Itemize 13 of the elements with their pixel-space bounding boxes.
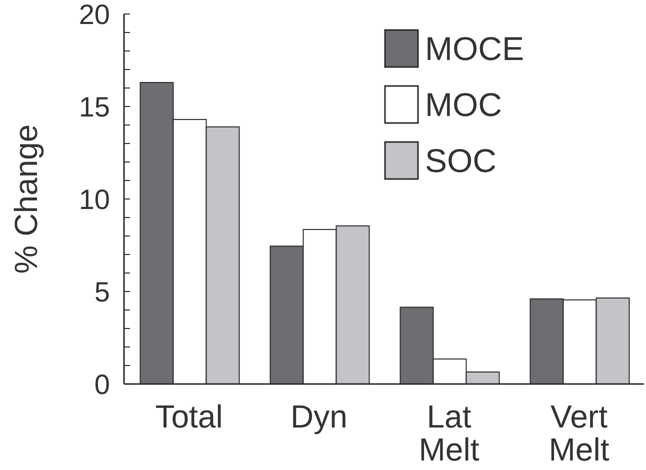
- y-tick-label: 20: [78, 0, 110, 30]
- y-axis-title: % Change: [8, 124, 44, 274]
- y-tick-label: 5: [94, 276, 110, 308]
- x-tick-label: Vert Melt: [548, 398, 610, 468]
- y-tick-label: 0: [94, 369, 110, 400]
- y-tick-label: 15: [78, 92, 110, 123]
- x-tick-label: Lat Melt: [418, 398, 480, 468]
- x-tick-label: Total: [155, 398, 223, 435]
- legend-label: MOCE: [425, 30, 524, 67]
- x-tick-label: Dyn: [290, 398, 348, 435]
- y-tick-label: 10: [78, 184, 110, 216]
- legend-label: SOC: [425, 142, 497, 179]
- legend-label: MOC: [425, 86, 502, 123]
